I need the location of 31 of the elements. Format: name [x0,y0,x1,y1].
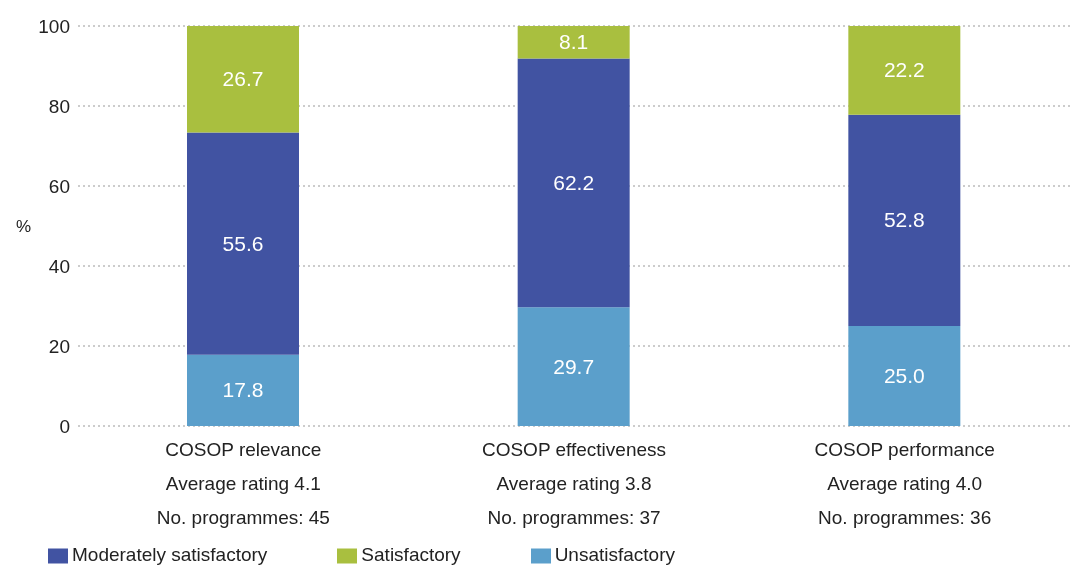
bar [517,58,630,308]
y-tick-label: 20 [48,335,70,357]
data-label: 17.8 [222,378,264,402]
bar [848,26,961,115]
bar [187,354,299,426]
bar [187,26,299,133]
data-label: 52.8 [883,208,925,232]
data-label: 8.1 [559,30,589,54]
data-label: 22.2 [883,58,925,82]
x-tick-label: COSOP effectiveness Average rating 3.8 No. programmes: 37 [481,439,667,528]
legend-label: Satisfactory [361,544,461,565]
y-axis-title: % [16,217,32,237]
legend-label: Unsatisfactory [554,544,675,565]
bar [848,326,961,426]
legend-label: Moderately satisfactory [72,544,268,565]
y-tick-label: 100 [38,15,70,37]
y-tick-label: 80 [48,95,70,117]
bar [517,26,630,59]
y-tick-label: 40 [48,255,70,277]
data-label: 26.7 [222,67,264,91]
x-tick-label: COSOP performance Average rating 4.0 No. programmes: 36 [814,439,995,528]
data-label: 62.2 [553,170,595,194]
bar [848,114,961,326]
data-label: 25.0 [883,364,925,387]
bar [187,132,299,355]
x-tick-label: COSOP relevance Average rating 4.1 No. programmes: 45 [156,439,330,528]
y-tick-label: 60 [48,175,70,197]
data-label: 29.7 [553,354,595,378]
y-tick-label: 0 [59,415,70,437]
bar [517,307,630,426]
data-label: 55.6 [222,231,264,255]
